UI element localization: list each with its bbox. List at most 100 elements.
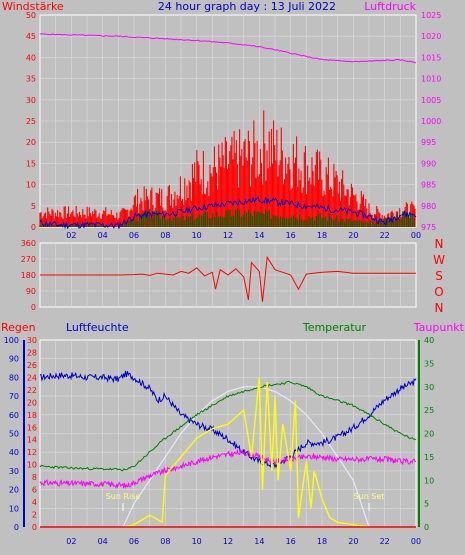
humidity-line bbox=[39, 370, 417, 469]
sun-set-label: Sun Set bbox=[354, 492, 385, 501]
pressure-tick-label: 975 bbox=[421, 223, 436, 232]
x-tick-label: 06 bbox=[129, 231, 139, 240]
x-tick-label: 04 bbox=[98, 537, 108, 546]
wind-tick-label: 10 bbox=[26, 181, 36, 190]
x-tick-label: 10 bbox=[192, 537, 202, 546]
rain-axis-title: Regen bbox=[1, 321, 36, 334]
rain-tick-label: 24 bbox=[27, 373, 37, 382]
wind-tick-label: 25 bbox=[26, 117, 36, 126]
x-tick-label: 14 bbox=[254, 231, 264, 240]
humidity-tick-label: 50 bbox=[9, 430, 19, 439]
x-tick-label: 10 bbox=[192, 231, 202, 240]
solar-max-line bbox=[122, 386, 370, 528]
compass-label: W bbox=[433, 253, 445, 267]
pressure-tick-label: 1020 bbox=[421, 32, 441, 41]
humidity-axis-title: Luftfeuchte bbox=[66, 321, 129, 334]
x-tick-label: 22 bbox=[380, 537, 390, 546]
x-tick-label: 16 bbox=[286, 537, 296, 546]
temperature-tick-label: 10 bbox=[424, 476, 434, 485]
rain-tick-label: 30 bbox=[27, 336, 37, 345]
wind-tick-label: 40 bbox=[26, 53, 36, 62]
rain-tick-label: 8 bbox=[32, 473, 37, 482]
dewpoint-axis-title: Taupunkt bbox=[413, 321, 465, 334]
wind-direction-line bbox=[40, 255, 416, 302]
humidity-tick-label: 70 bbox=[9, 392, 19, 401]
x-tick-label: 08 bbox=[160, 537, 170, 546]
humidity-tick-label: 80 bbox=[9, 373, 19, 382]
wind-tick-label: 5 bbox=[31, 202, 36, 211]
x-tick-label: 16 bbox=[286, 231, 296, 240]
rain-tick-label: 12 bbox=[27, 448, 37, 457]
x-tick-label: 20 bbox=[348, 537, 358, 546]
x-tick-label: 02 bbox=[66, 537, 76, 546]
temperature-tick-label: 20 bbox=[424, 430, 434, 439]
x-tick-label: 06 bbox=[129, 537, 139, 546]
dewpoint-line bbox=[39, 448, 417, 489]
wind-axis-title: Windstärke bbox=[2, 0, 64, 13]
pressure-tick-label: 990 bbox=[421, 159, 436, 168]
wind-tick-label: 30 bbox=[26, 96, 36, 105]
rain-tick-label: 2 bbox=[32, 511, 37, 520]
chart-title: 24 hour graph day : 13 Juli 2022 bbox=[158, 0, 336, 13]
temperature-tick-label: 25 bbox=[424, 406, 434, 415]
temperature-tick-label: 35 bbox=[424, 359, 434, 368]
compass-label: S bbox=[435, 269, 443, 283]
humidity-tick-label: 10 bbox=[9, 504, 19, 513]
humidity-tick-label: 100 bbox=[4, 336, 19, 345]
pressure-tick-label: 985 bbox=[421, 181, 436, 190]
pressure-tick-label: 980 bbox=[421, 202, 436, 211]
rain-tick-label: 20 bbox=[27, 398, 37, 407]
x-tick-label: 20 bbox=[348, 231, 358, 240]
x-tick-label: 18 bbox=[317, 231, 327, 240]
pressure-tick-label: 1025 bbox=[421, 11, 441, 20]
x-tick-label: 08 bbox=[160, 231, 170, 240]
rain-tick-label: 28 bbox=[27, 348, 37, 357]
x-tick-label: 14 bbox=[254, 537, 264, 546]
temperature-tick-label: 40 bbox=[424, 336, 434, 345]
compass-label: O bbox=[434, 285, 443, 299]
pressure-axis-title: Luftdruck bbox=[364, 0, 416, 13]
pressure-tick-label: 1015 bbox=[421, 53, 441, 62]
rain-tick-label: 16 bbox=[27, 423, 37, 432]
x-tick-label: 04 bbox=[98, 231, 108, 240]
rain-tick-label: 4 bbox=[32, 498, 37, 507]
pressure-tick-label: 995 bbox=[421, 138, 436, 147]
temperature-tick-label: 30 bbox=[424, 383, 434, 392]
rain-tick-label: 22 bbox=[27, 386, 37, 395]
pressure-line bbox=[39, 33, 417, 64]
x-tick-label: 00 bbox=[411, 231, 421, 240]
humidity-tick-label: 40 bbox=[9, 448, 19, 457]
temperature-axis-title: Temperatur bbox=[302, 321, 367, 334]
pressure-tick-label: 1010 bbox=[421, 75, 441, 84]
direction-tick-label: 90 bbox=[26, 287, 36, 296]
wind-tick-label: 35 bbox=[26, 75, 36, 84]
x-tick-label: 12 bbox=[223, 231, 233, 240]
direction-tick-label: 0 bbox=[31, 303, 36, 312]
rain-tick-label: 0 bbox=[32, 523, 37, 532]
x-tick-label: 18 bbox=[317, 537, 327, 546]
temperature-tick-label: 0 bbox=[424, 523, 429, 532]
wind-tick-label: 15 bbox=[26, 159, 36, 168]
wind-average-line bbox=[39, 195, 417, 230]
direction-tick-label: 180 bbox=[21, 271, 36, 280]
temperature-tick-label: 5 bbox=[424, 500, 429, 509]
rain-tick-label: 18 bbox=[27, 411, 37, 420]
wind-tick-label: 20 bbox=[26, 138, 36, 147]
humidity-tick-label: 90 bbox=[9, 355, 19, 364]
wind-tick-label: 50 bbox=[26, 11, 36, 20]
wind-tick-label: 45 bbox=[26, 32, 36, 41]
humidity-tick-label: 0 bbox=[14, 523, 19, 532]
pressure-tick-label: 1005 bbox=[421, 96, 441, 105]
temperature-tick-label: 15 bbox=[424, 453, 434, 462]
temperature-line bbox=[39, 380, 417, 472]
rain-tick-label: 14 bbox=[27, 436, 37, 445]
sun-rise-label: Sun Rise bbox=[106, 492, 141, 501]
rain-tick-label: 26 bbox=[27, 361, 37, 370]
pressure-tick-label: 1000 bbox=[421, 117, 441, 126]
x-tick-label: 02 bbox=[66, 231, 76, 240]
x-tick-label: 22 bbox=[380, 231, 390, 240]
humidity-tick-label: 60 bbox=[9, 411, 19, 420]
compass-label: N bbox=[435, 237, 444, 251]
compass-label: N bbox=[435, 301, 444, 315]
